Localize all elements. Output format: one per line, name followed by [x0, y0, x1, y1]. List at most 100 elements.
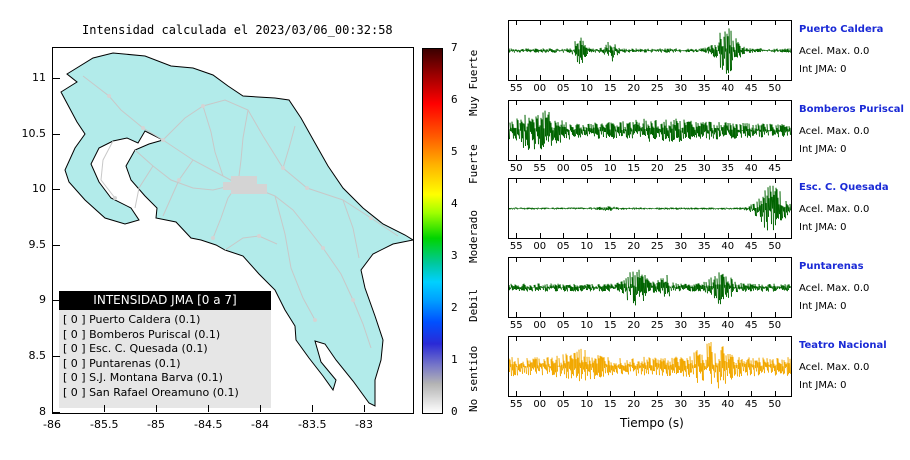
lon-tick-mark	[260, 405, 261, 412]
time-tick-label: 55	[509, 320, 523, 331]
time-tick-mark	[727, 391, 729, 396]
lon-tick-mark	[156, 405, 157, 412]
map-panel: INTENSIDAD JMA [0 a 7] [ 0 ] Puerto Cald…	[52, 47, 414, 414]
time-tick-label: 30	[674, 241, 688, 252]
time-tick-mark	[563, 312, 565, 317]
time-tick-label: 20	[650, 163, 664, 174]
station-name: Puerto Caldera	[799, 24, 884, 35]
lon-tick-label: -85	[147, 418, 165, 431]
time-tick-mark	[657, 75, 659, 80]
time-tick-label: 05	[556, 399, 570, 410]
time-tick-mark	[610, 391, 612, 396]
time-tick-mark	[704, 233, 706, 238]
time-tick-label: 25	[650, 399, 664, 410]
time-tick-mark	[704, 391, 706, 396]
time-tick-label: 10	[580, 320, 594, 331]
time-tick-mark	[563, 337, 565, 341]
waveform-plot	[508, 336, 792, 397]
time-tick-mark	[774, 155, 776, 160]
waveform-plot	[508, 20, 792, 81]
time-tick-label: 00	[533, 399, 547, 410]
time-tick-label: 15	[603, 83, 617, 94]
lon-tick-mark	[364, 405, 365, 412]
time-tick-mark	[610, 75, 612, 80]
waveform-plot	[508, 100, 792, 161]
time-tick-mark	[774, 101, 776, 105]
time-tick-mark	[610, 233, 612, 238]
time-tick-label: 35	[697, 241, 711, 252]
time-tick-label: 20	[627, 399, 641, 410]
lat-tick-mark	[53, 189, 60, 190]
time-tick-label: 45	[744, 399, 758, 410]
time-tick-mark	[680, 258, 682, 262]
lat-tick-mark	[53, 412, 60, 413]
lat-tick-mark	[53, 134, 60, 135]
time-tick-label: 15	[603, 399, 617, 410]
time-tick-label: 40	[721, 83, 735, 94]
station-intensity: Int JMA: 0	[799, 64, 847, 75]
time-tick-label: 45	[744, 320, 758, 331]
time-tick-mark	[680, 21, 682, 25]
legend-item: [ 0 ] S.J. Montana Barva (0.1)	[63, 371, 223, 384]
lon-tick-label: -83	[355, 418, 373, 431]
time-tick-label: 55	[509, 83, 523, 94]
time-tick-label: 45	[744, 241, 758, 252]
legend-item: [ 0 ] Puerto Caldera (0.1)	[63, 313, 201, 326]
time-tick-mark	[680, 312, 682, 317]
colorbar-label-fuerte: Fuerte	[467, 144, 480, 184]
colorbar-tick-label: 2	[451, 301, 458, 314]
time-tick-mark	[539, 258, 541, 262]
time-tick-mark	[657, 391, 659, 396]
time-tick-label: 40	[721, 399, 735, 410]
time-tick-mark	[751, 391, 753, 396]
time-tick-mark	[727, 258, 729, 262]
time-tick-mark	[610, 155, 612, 160]
time-tick-label: 05	[556, 83, 570, 94]
time-tick-mark	[516, 179, 518, 183]
time-tick-mark	[727, 101, 729, 105]
station-intensity: Int JMA: 0	[799, 222, 847, 233]
time-tick-mark	[563, 75, 565, 80]
time-tick-label: 05	[556, 320, 570, 331]
lat-tick-mark	[53, 78, 60, 79]
time-axis-label: Tiempo (s)	[620, 416, 684, 430]
time-tick-mark	[751, 312, 753, 317]
legend-item: [ 0 ] Bomberos Puriscal (0.1)	[63, 327, 221, 341]
time-tick-mark	[539, 101, 541, 105]
time-tick-mark	[586, 21, 588, 25]
time-tick-label: 55	[509, 241, 523, 252]
lon-tick-label: -84	[251, 418, 269, 431]
time-tick-mark	[704, 101, 706, 105]
time-tick-mark	[727, 179, 729, 183]
time-tick-mark	[539, 75, 541, 80]
colorbar-label-moderado: Moderado	[467, 210, 480, 263]
time-tick-label: 25	[650, 320, 664, 331]
station-accel: Acel. Max. 0.0	[799, 362, 870, 373]
time-tick-mark	[586, 258, 588, 262]
time-tick-mark	[680, 391, 682, 396]
lat-tick-label: 11	[32, 71, 46, 84]
time-tick-mark	[727, 233, 729, 238]
trace-path	[509, 28, 791, 74]
time-tick-mark	[539, 312, 541, 317]
time-tick-mark	[727, 312, 729, 317]
seismogram-trace	[509, 185, 791, 231]
time-tick-mark	[633, 155, 635, 160]
time-tick-label: 55	[509, 399, 523, 410]
legend-item: [ 0 ] San Rafael Oreamuno (0.1)	[63, 385, 239, 399]
time-tick-label: 20	[627, 320, 641, 331]
time-tick-mark	[774, 337, 776, 341]
lon-tick-label: -84.5	[194, 418, 223, 431]
time-tick-mark	[539, 233, 541, 238]
colorbar-label-debil: Debil	[467, 288, 480, 322]
lat-tick-label: 8.5	[28, 349, 47, 362]
lat-tick-mark	[53, 300, 60, 301]
time-tick-label: 10	[580, 83, 594, 94]
lon-tick-label: -83.5	[298, 418, 327, 431]
time-tick-label: 40	[721, 320, 735, 331]
colorbar-label-no-sentido: No sentido	[467, 345, 480, 412]
colorbar-tick-label: 0	[451, 405, 458, 418]
time-tick-mark	[751, 101, 753, 105]
time-tick-mark	[610, 101, 612, 105]
road-network	[82, 75, 399, 349]
